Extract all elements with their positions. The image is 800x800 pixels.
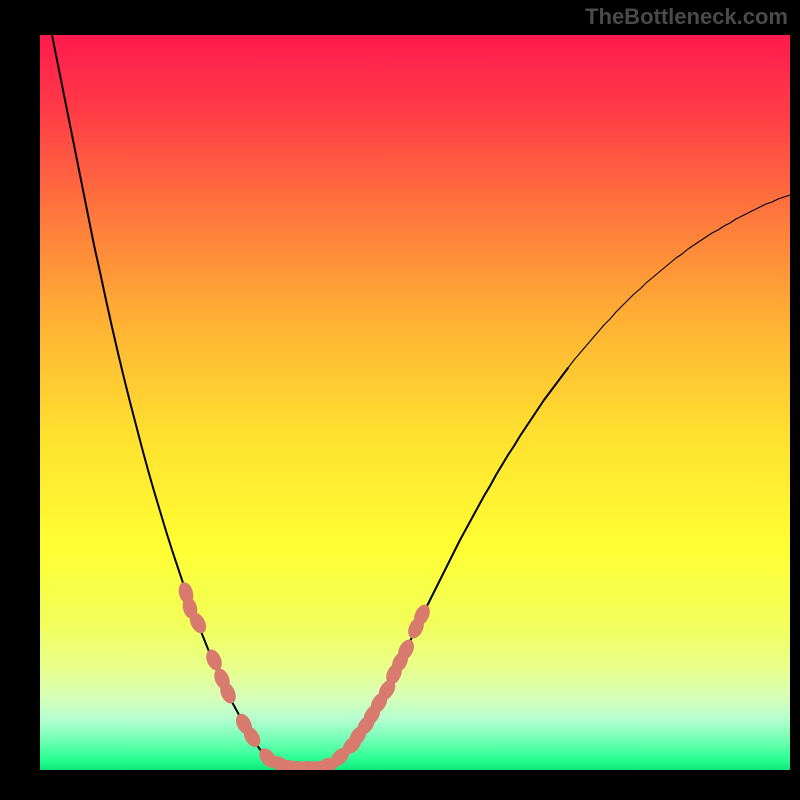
chart-canvas: TheBottleneck.com [0,0,800,800]
watermark-text: TheBottleneck.com [585,4,788,30]
gradient-background [40,35,790,770]
plot-area [40,35,790,770]
